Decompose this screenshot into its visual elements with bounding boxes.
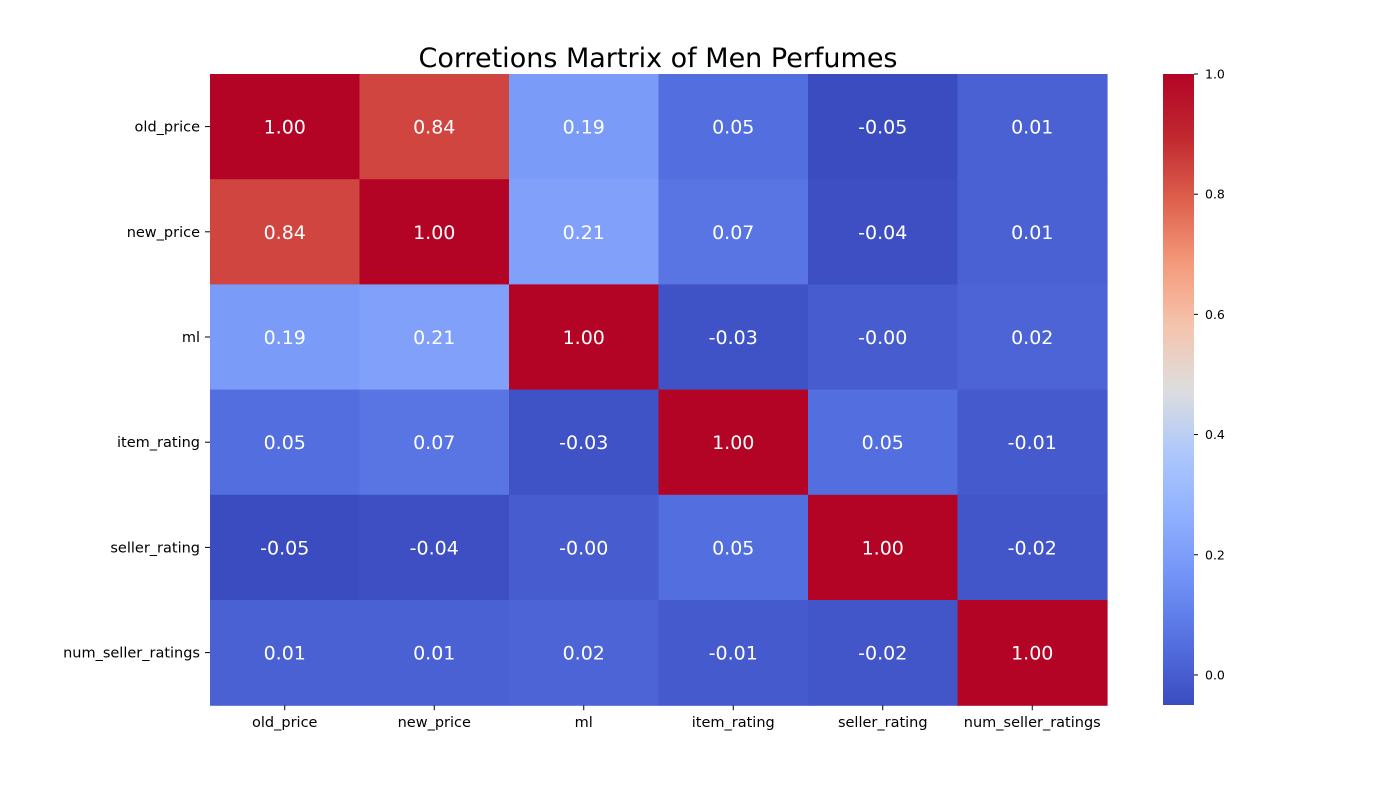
heatmap-cell xyxy=(359,179,510,285)
chart-title: Corretions Martrix of Men Perfumes xyxy=(418,43,897,74)
heatmap-cell xyxy=(658,284,809,391)
cell-value-label: 0.21 xyxy=(413,327,455,349)
cell-value-label: -0.00 xyxy=(858,327,907,349)
column-tick-label: num_seller_ratings xyxy=(964,715,1101,731)
cell-value-label: 0.19 xyxy=(264,327,306,349)
row-tick-label: ml xyxy=(182,330,200,346)
heatmap-cell xyxy=(808,179,959,285)
cell-value-label: 1.00 xyxy=(712,432,754,454)
column-tick-label: old_price xyxy=(252,715,318,731)
cell-value-label: 0.19 xyxy=(563,117,605,139)
colorbar-tick-label: 1.0 xyxy=(1205,67,1225,82)
colorbar: 0.0 0.2 0.4 0.6 0.8 1.0 xyxy=(1163,67,1225,705)
heatmap-cell xyxy=(509,284,660,391)
cell-value-label: -0.05 xyxy=(858,117,907,139)
colorbar-tick-label: 0.8 xyxy=(1205,187,1225,202)
cell-value-label: 0.01 xyxy=(1011,117,1053,139)
heatmap-cell xyxy=(957,179,1108,285)
heatmap-cells: 1.00 0.84 0.19 0.05 -0.05 0.01 0.84 1.00 0.21 0.0… xyxy=(210,74,1108,706)
cell-value-label: -0.01 xyxy=(1008,432,1057,454)
heatmap-cell xyxy=(359,494,510,601)
heatmap-cell xyxy=(808,600,959,706)
row-tick-label: num_seller_ratings xyxy=(63,646,200,662)
row-tick-label: old_price xyxy=(135,120,201,136)
heatmap-cell xyxy=(957,74,1108,180)
cell-value-label: 0.01 xyxy=(413,643,455,665)
colorbar-gradient xyxy=(1163,74,1194,705)
heatmap-cell xyxy=(509,179,660,285)
heatmap-cell xyxy=(957,494,1108,601)
column-tick-label: item_rating xyxy=(692,715,775,731)
cell-value-label: 0.05 xyxy=(264,432,306,454)
colorbar-tick-label: 0.0 xyxy=(1205,667,1225,682)
heatmap-cell xyxy=(210,74,361,180)
heatmap-cell xyxy=(509,74,660,180)
cell-value-label: 0.07 xyxy=(413,432,455,454)
heatmap-cell xyxy=(359,74,510,180)
heatmap-cell xyxy=(210,179,361,285)
cell-value-label: 0.05 xyxy=(712,537,754,559)
cell-value-label: -0.03 xyxy=(709,327,758,349)
cell-value-label: 0.02 xyxy=(563,643,605,665)
cell-value-label: 0.84 xyxy=(413,117,455,139)
cell-value-label: -0.00 xyxy=(559,537,608,559)
cell-value-label: 1.00 xyxy=(563,327,605,349)
heatmap-cell xyxy=(957,389,1108,496)
cell-value-label: 0.02 xyxy=(1011,327,1053,349)
heatmap-cell xyxy=(359,284,510,391)
cell-value-label: 1.00 xyxy=(862,537,904,559)
column-tick-label: ml xyxy=(575,715,593,731)
row-tick-label: item_rating xyxy=(117,435,200,451)
cell-value-label: 1.00 xyxy=(1011,643,1053,665)
column-tick-label: seller_rating xyxy=(838,715,928,731)
heatmap-cell xyxy=(957,284,1108,391)
heatmap-cell xyxy=(210,494,361,601)
cell-value-label: 0.05 xyxy=(862,432,904,454)
row-tick-label: new_price xyxy=(127,225,200,241)
heatmap-cell xyxy=(808,284,959,391)
heatmap-cell xyxy=(808,389,959,496)
cell-value-label: -0.04 xyxy=(410,537,459,559)
cell-value-label: 1.00 xyxy=(264,117,306,139)
heatmap-cell xyxy=(509,600,660,706)
cell-value-label: 0.07 xyxy=(712,222,754,244)
heatmap-cell xyxy=(210,389,361,496)
cell-value-label: 0.21 xyxy=(563,222,605,244)
heatmap-cell xyxy=(359,600,510,706)
heatmap-cell xyxy=(658,600,809,706)
heatmap-cell xyxy=(658,389,809,496)
heatmap-cell xyxy=(957,600,1108,706)
heatmap-cell xyxy=(808,494,959,601)
cell-value-label: 0.01 xyxy=(1011,222,1053,244)
heatmap-cell xyxy=(210,600,361,706)
cell-value-label: 1.00 xyxy=(413,222,455,244)
heatmap-cell xyxy=(658,494,809,601)
cell-value-label: 0.01 xyxy=(264,643,306,665)
heatmap-cell xyxy=(509,389,660,496)
column-tick-label: new_price xyxy=(398,715,471,731)
row-tick-label: seller_rating xyxy=(110,540,200,556)
column-tick-labels: old_price new_price ml item_rating seller_ra… xyxy=(252,705,1101,731)
colorbar-tick-label: 0.4 xyxy=(1205,427,1225,442)
cell-value-label: -0.01 xyxy=(709,643,758,665)
heatmap-cell xyxy=(808,74,959,180)
heatmap-cell xyxy=(658,179,809,285)
heatmap-cell xyxy=(359,389,510,496)
cell-value-label: -0.04 xyxy=(858,222,907,244)
heatmap-cell xyxy=(658,74,809,180)
colorbar-tick-label: 0.6 xyxy=(1205,307,1225,322)
cell-value-label: 0.84 xyxy=(264,222,306,244)
cell-value-label: -0.02 xyxy=(1008,537,1057,559)
cell-value-label: -0.03 xyxy=(559,432,608,454)
heatmap-cell xyxy=(509,494,660,601)
cell-value-label: -0.02 xyxy=(858,643,907,665)
colorbar-tick-label: 0.2 xyxy=(1205,547,1225,562)
heatmap-cell xyxy=(210,284,361,391)
cell-value-label: -0.05 xyxy=(260,537,309,559)
cell-value-label: 0.05 xyxy=(712,117,754,139)
